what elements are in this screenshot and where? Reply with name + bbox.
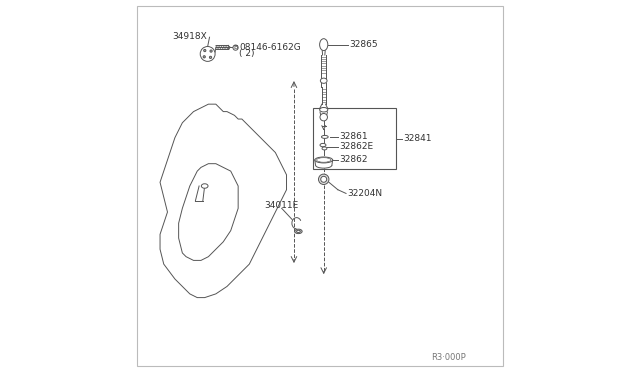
Text: 32204N: 32204N [347, 189, 382, 198]
Text: B: B [234, 45, 237, 50]
Ellipse shape [320, 144, 326, 147]
Text: ( 2): ( 2) [239, 49, 255, 58]
Text: R3·000P: R3·000P [431, 353, 467, 362]
Text: 34918X: 34918X [172, 32, 207, 41]
Ellipse shape [315, 157, 333, 163]
Text: 08146-6162G: 08146-6162G [239, 43, 301, 52]
Circle shape [233, 45, 238, 50]
Text: 32841: 32841 [403, 134, 431, 143]
Ellipse shape [319, 158, 329, 162]
Ellipse shape [322, 147, 327, 150]
Bar [312, 108, 396, 169]
Ellipse shape [317, 158, 331, 162]
Polygon shape [179, 164, 238, 260]
Circle shape [200, 46, 215, 61]
Circle shape [210, 50, 212, 52]
Ellipse shape [321, 135, 328, 138]
Circle shape [321, 176, 326, 182]
Circle shape [209, 56, 212, 58]
Text: 34011E: 34011E [264, 201, 298, 210]
Text: 32861: 32861 [339, 132, 367, 141]
Text: 32865: 32865 [349, 40, 378, 49]
Ellipse shape [296, 230, 300, 232]
Text: 32862E: 32862E [339, 142, 373, 151]
Ellipse shape [321, 78, 327, 83]
Polygon shape [160, 104, 287, 298]
Circle shape [203, 56, 205, 58]
Circle shape [204, 49, 206, 52]
Circle shape [320, 113, 328, 121]
Circle shape [319, 174, 329, 185]
Ellipse shape [319, 39, 328, 51]
Text: 32862: 32862 [339, 155, 367, 164]
Ellipse shape [319, 108, 328, 112]
Ellipse shape [294, 229, 302, 234]
Ellipse shape [202, 184, 208, 188]
